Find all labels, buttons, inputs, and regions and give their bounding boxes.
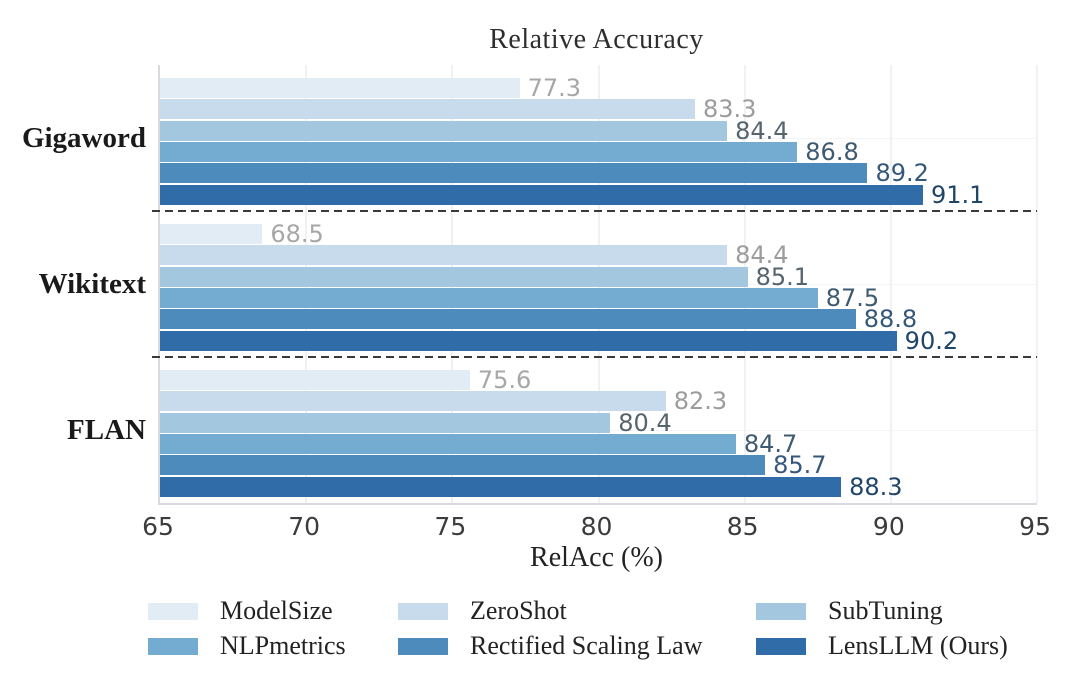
bar-value-label: 87.5 (825, 283, 880, 312)
legend-item-zeroshot: ZeroShot (398, 596, 567, 626)
plot-area: 77.3 83.3 84.4 86.8 89.2 91.1 68.5 84.4 85.1 87.5… (152, 65, 1038, 505)
bar-value-label: 84.7 (743, 429, 798, 458)
bar-value-label: 85.1 (755, 262, 810, 291)
legend-swatch-rectified-scaling-law (398, 637, 448, 655)
bar-value-label: 83.3 (702, 95, 757, 124)
bar-value-label: 77.3 (527, 74, 581, 102)
legend-item-nlpmetrics: NLPmetrics (148, 631, 346, 661)
legend-label: ZeroShot (470, 596, 567, 625)
group-separator (152, 356, 1037, 358)
bar-value-label: 91.1 (930, 180, 985, 209)
bar-wikitext-zeroshot: 84.4 (160, 242, 789, 268)
bar-value-label: 90.2 (904, 326, 959, 355)
bar-gigaword-subtuning: 84.4 (160, 118, 789, 144)
legend-swatch-zeroshot (398, 602, 448, 620)
x-tick-85: 85 (726, 512, 759, 541)
bar-value-label: 68.5 (270, 220, 324, 248)
bar-value-label: 75.6 (477, 366, 532, 394)
legend-label: ModelSize (220, 596, 333, 625)
bar-gigaword-nlpmetrics: 86.8 (160, 139, 859, 165)
legend-label: Rectified Scaling Law (470, 631, 703, 660)
bar-flan-modelsize: 75.6 (160, 367, 531, 393)
gridline-x-95 (1036, 65, 1038, 503)
bar-gigaword-lensllm-ours: 91.1 (160, 182, 984, 208)
x-tick-95: 95 (1019, 512, 1051, 541)
bar-wikitext-modelsize: 68.5 (160, 221, 324, 247)
bar-value-label: 82.3 (673, 387, 728, 416)
bar-flan-zeroshot: 82.3 (160, 388, 727, 414)
bar-wikitext-nlpmetrics: 87.5 (160, 285, 879, 311)
legend-item-modelsize: ModelSize (148, 596, 333, 626)
bar-value-label: 85.7 (773, 451, 827, 480)
legend-label: LensLLM (Ours) (828, 631, 1008, 660)
bar-value-label: 89.2 (875, 159, 929, 188)
legend-label: NLPmetrics (220, 631, 346, 660)
group-label-wikitext: Wikitext (38, 267, 146, 300)
bar-flan-lensllm-ours: 88.3 (160, 474, 903, 500)
x-tick-65: 65 (142, 512, 174, 541)
bar-flan-nlpmetrics: 84.7 (160, 431, 797, 457)
legend-label: SubTuning (828, 596, 943, 625)
bar-flan-subtuning: 80.4 (160, 410, 672, 436)
bar-value-label: 88.3 (849, 472, 903, 501)
legend-swatch-subtuning (756, 602, 806, 620)
bar-gigaword-rectified-scaling-law: 89.2 (160, 160, 929, 186)
legend-item-rectified-scaling-law: Rectified Scaling Law (398, 631, 702, 661)
bar-wikitext-lensllm-ours: 90.2 (160, 328, 958, 354)
x-axis-label: RelAcc (%) (530, 542, 663, 573)
bar-flan-rectified-scaling-law: 85.7 (160, 452, 827, 478)
bar-wikitext-subtuning: 85.1 (160, 264, 809, 290)
legend-item-subtuning: SubTuning (756, 596, 943, 626)
group-label-gigaword: Gigaword (21, 121, 146, 154)
group-separator (152, 210, 1037, 212)
legend-swatch-modelsize (148, 602, 198, 620)
legend-swatch-lensllm-ours (756, 637, 806, 655)
bar-gigaword-zeroshot: 83.3 (160, 96, 756, 122)
x-tick-80: 80 (580, 512, 613, 541)
bar-value-label: 80.4 (618, 408, 672, 437)
bar-value-label: 86.8 (805, 137, 859, 166)
legend-item-lensllm-ours: LensLLM (Ours) (756, 631, 1008, 661)
legend-swatch-nlpmetrics (148, 637, 198, 655)
x-tick-90: 90 (872, 512, 905, 541)
bar-wikitext-rectified-scaling-law: 88.8 (160, 306, 917, 332)
x-tick-75: 75 (434, 512, 467, 541)
bar-value-label: 88.8 (863, 305, 918, 334)
x-tick-70: 70 (288, 512, 321, 541)
group-label-flan: FLAN (67, 413, 146, 446)
bar-value-label: 84.4 (735, 241, 789, 270)
chart-title: Relative Accuracy (489, 24, 704, 55)
bar-value-label: 84.4 (735, 116, 789, 145)
bar-gigaword-modelsize: 77.3 (160, 75, 581, 101)
